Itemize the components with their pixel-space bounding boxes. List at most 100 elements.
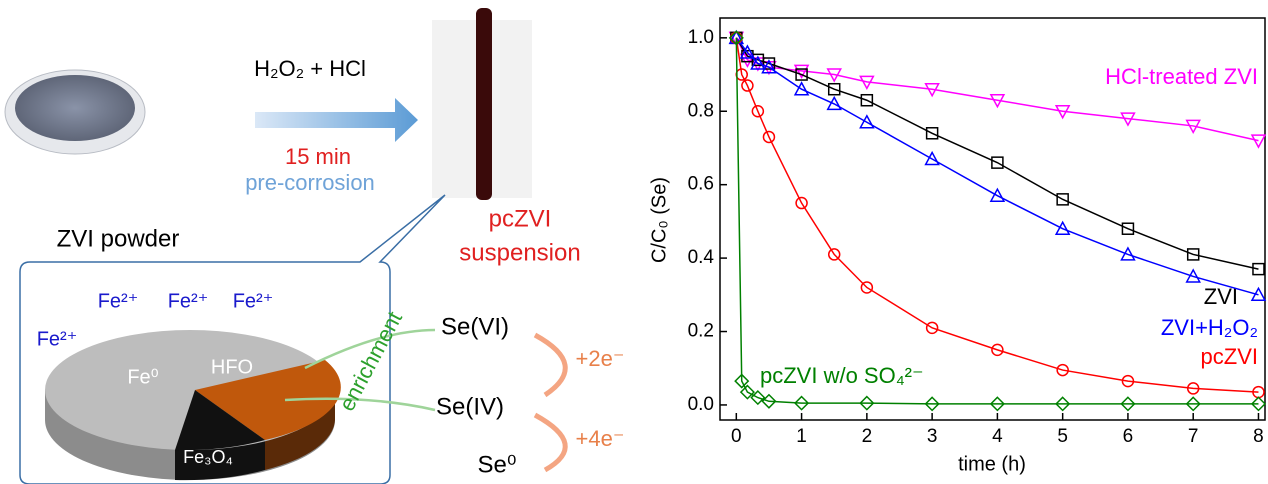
line — [735, 37, 1259, 405]
x-tick-label: 8 — [1253, 426, 1264, 447]
marker — [1121, 222, 1135, 235]
marker — [859, 114, 875, 129]
species: Se(IV) — [436, 393, 504, 420]
marker — [1056, 363, 1069, 377]
marker — [859, 75, 875, 90]
enrichment-arrow — [284, 397, 436, 412]
ion: Fe²⁺ — [168, 290, 209, 312]
x-tick-label: 6 — [1123, 426, 1134, 447]
marker — [1056, 193, 1069, 206]
marker — [860, 93, 874, 107]
x-axis-title: time (h) — [958, 453, 1026, 475]
marker — [1250, 286, 1267, 302]
marker — [991, 156, 1004, 169]
marker — [761, 393, 777, 409]
marker — [1054, 104, 1071, 120]
marker — [728, 30, 744, 46]
marker — [762, 130, 776, 144]
marker — [859, 395, 875, 411]
marker — [1185, 268, 1201, 283]
x-tick-label: 4 — [992, 426, 1003, 447]
marker — [827, 82, 841, 96]
marker — [1186, 382, 1200, 395]
phase: Fe⁰ — [127, 366, 158, 388]
powder-image — [15, 75, 135, 141]
marker — [826, 95, 842, 111]
series-label: ZVI+H₂O₂ — [1161, 315, 1258, 340]
marker — [1054, 220, 1071, 235]
marker — [1120, 396, 1136, 412]
series-label: pcZVI — [1201, 344, 1258, 369]
ion: Fe²⁺ — [233, 290, 274, 312]
reduction-arrow — [533, 412, 568, 473]
marker — [734, 373, 750, 389]
electrons: +4e⁻ — [576, 426, 625, 451]
marker — [741, 79, 754, 92]
marker — [1252, 262, 1265, 276]
ion: Fe²⁺ — [37, 328, 78, 350]
plot-frame — [719, 17, 1266, 421]
marker — [989, 187, 1006, 202]
powder-label: ZVI powder — [57, 225, 180, 252]
marker — [739, 53, 756, 68]
y-tick-label: 0.4 — [688, 247, 715, 268]
marker — [1120, 112, 1136, 127]
marker — [1185, 119, 1201, 135]
marker — [925, 321, 939, 335]
phase: Fe₃O₄ — [183, 447, 233, 467]
marker — [924, 396, 940, 412]
marker — [795, 196, 808, 210]
line — [735, 37, 1259, 142]
marker — [860, 281, 874, 294]
y-tick-label: 0.8 — [688, 100, 714, 121]
pie-hfo — [195, 360, 341, 440]
tube — [476, 8, 492, 200]
y-tick-label: 0.0 — [688, 394, 714, 415]
marker — [1186, 248, 1200, 261]
marker — [793, 64, 810, 79]
marker — [795, 68, 808, 81]
line — [735, 37, 1259, 393]
reduction-arrow — [533, 332, 568, 398]
marker — [1250, 134, 1267, 149]
time: 15 min — [285, 144, 351, 169]
marker — [739, 384, 755, 400]
x-tick-label: 7 — [1188, 426, 1199, 447]
product-label: suspension — [459, 239, 580, 266]
line — [735, 37, 1259, 270]
series-label: HCl-treated ZVI — [1105, 64, 1258, 89]
marker — [793, 81, 810, 96]
series-label: pcZVI w/o SO₄²⁻ — [760, 363, 924, 388]
marker — [1055, 396, 1071, 412]
marker — [1185, 396, 1201, 412]
y-tick-label: 0.6 — [688, 174, 714, 195]
marker — [1250, 396, 1267, 412]
marker — [989, 93, 1006, 109]
product-label: pcZVI — [489, 205, 552, 232]
marker — [751, 104, 765, 118]
enrichment-arrow — [304, 328, 436, 370]
marker — [991, 343, 1004, 357]
y-axis-title: C/C₀ (Se) — [648, 177, 670, 263]
marker — [794, 395, 810, 411]
marker — [924, 150, 940, 166]
marker — [989, 396, 1005, 412]
enrichment: enrichment — [334, 307, 407, 415]
pie-side-fe3o4 — [175, 440, 265, 481]
x-tick-label: 5 — [1057, 426, 1068, 447]
y-tick-label: 1.0 — [688, 27, 714, 48]
marker — [925, 127, 939, 140]
y-tick-label: 0.2 — [688, 321, 714, 342]
x-tick-label: 2 — [862, 426, 873, 447]
x-tick-label: 1 — [796, 426, 807, 447]
reagent: H₂O₂ + HCl — [254, 56, 366, 81]
marker — [761, 59, 777, 74]
ion: Fe²⁺ — [98, 290, 139, 312]
marker — [827, 248, 841, 261]
pie-fe3o4 — [175, 390, 265, 451]
marker — [750, 55, 766, 70]
x-tick-label: 0 — [731, 426, 742, 447]
process: pre-corrosion — [245, 170, 375, 195]
species: Se⁰ — [478, 451, 517, 478]
